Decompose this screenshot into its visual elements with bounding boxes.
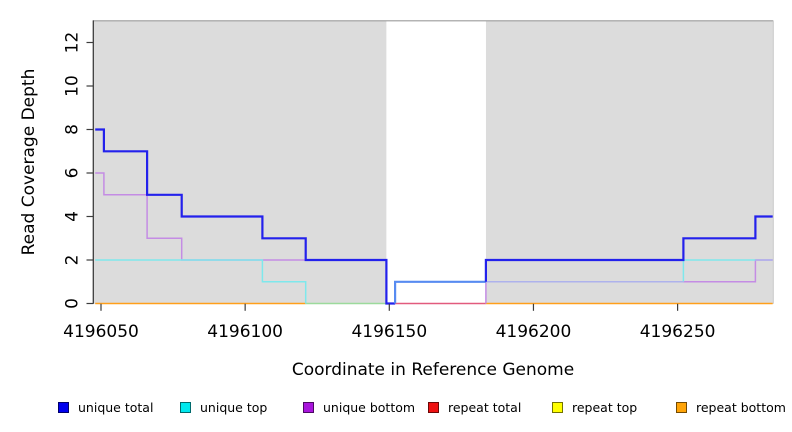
legend-label: unique total — [78, 399, 154, 415]
legend-item-repeat-total: repeat total — [428, 396, 521, 418]
x-axis-title: Coordinate in Reference Genome — [291, 360, 575, 380]
legend-item-unique-total: unique total — [58, 396, 153, 418]
legend-swatch-unique-bottom — [303, 401, 314, 413]
y-tick-label: 8 — [63, 124, 83, 135]
legend-label: repeat top — [572, 399, 638, 415]
series-segment-unique-total-gap — [394, 280, 486, 304]
legend-item-repeat-bottom: repeat bottom — [676, 396, 786, 418]
legend-item-repeat-top: repeat top — [552, 396, 637, 418]
legend-label: repeat total — [448, 399, 522, 415]
legend-swatch-repeat-top — [552, 401, 563, 413]
legend-item-unique-bottom: unique bottom — [303, 396, 415, 418]
gap-region — [386, 21, 486, 304]
legend-swatch-repeat-total — [428, 401, 439, 413]
x-tick-label: 4196100 — [207, 322, 283, 342]
y-tick-label: 6 — [63, 168, 83, 179]
x-tick-label: 4196200 — [496, 322, 572, 342]
y-tick-label: 10 — [63, 75, 83, 97]
legend: unique total unique top unique bottom repea… — [0, 396, 792, 418]
legend-label: repeat bottom — [696, 399, 786, 415]
legend-label: unique top — [200, 399, 268, 415]
y-tick-label: 4 — [63, 211, 83, 222]
y-tick-label: 12 — [63, 32, 83, 54]
y-tick-label: 2 — [63, 255, 83, 266]
x-tick-label: 4196050 — [63, 322, 139, 342]
series-segment-unique-total-right — [484, 215, 773, 282]
series-segment-unique-top-left — [95, 259, 307, 304]
legend-item-unique-top: unique top — [180, 396, 267, 418]
highlight-region-highlight-right — [485, 20, 774, 304]
legend-swatch-repeat-bottom — [676, 401, 687, 413]
y-tick-label: 0 — [63, 298, 83, 309]
y-axis-title: Read Coverage Depth — [19, 68, 39, 256]
legend-swatch-unique-total — [58, 401, 69, 413]
legend-label: unique bottom — [323, 399, 416, 415]
highlight-region-highlight-left — [93, 20, 387, 304]
series-segment-unique-total-left — [95, 128, 396, 305]
x-tick-label: 4196150 — [351, 322, 427, 342]
x-tick-label: 4196250 — [640, 322, 716, 342]
legend-swatch-unique-top — [180, 401, 191, 413]
